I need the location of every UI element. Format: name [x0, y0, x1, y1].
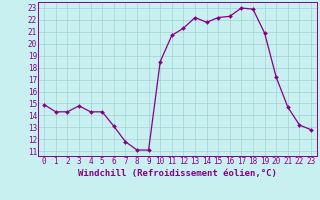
X-axis label: Windchill (Refroidissement éolien,°C): Windchill (Refroidissement éolien,°C)	[78, 169, 277, 178]
